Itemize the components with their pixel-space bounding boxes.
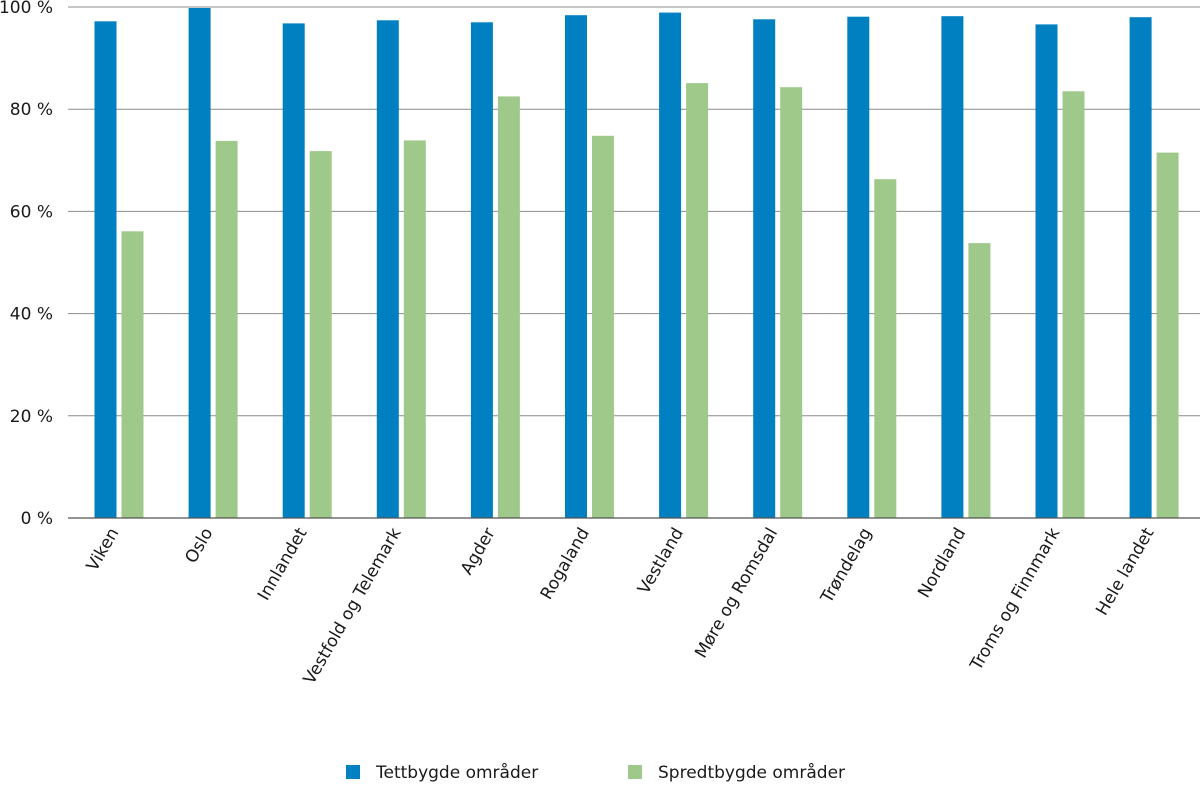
bar-tettbygde bbox=[188, 8, 211, 518]
gridlines bbox=[68, 6, 1200, 417]
bar-tettbygde bbox=[1129, 17, 1152, 518]
x-category-label: Trøndelag bbox=[817, 525, 876, 608]
bar-spredtbygde bbox=[309, 151, 332, 518]
x-category-label: Oslo bbox=[181, 525, 217, 567]
legend-label: Spredtbygde områder bbox=[658, 762, 845, 783]
x-category-label: Agder bbox=[457, 525, 500, 579]
bar-tettbygde bbox=[565, 15, 587, 518]
x-category-label: Vestfold og Telemark bbox=[300, 524, 406, 688]
x-category-label: Troms og Finnmark bbox=[966, 524, 1064, 674]
x-category-label: Vestland bbox=[634, 525, 688, 598]
bar-tettbygde bbox=[470, 22, 493, 519]
y-tick-label: 20 % bbox=[10, 407, 53, 427]
x-category-label: Nordland bbox=[914, 525, 970, 602]
bar-tettbygde bbox=[847, 16, 870, 518]
y-tick-label: 80 % bbox=[10, 100, 53, 120]
legend-swatch bbox=[628, 765, 642, 779]
y-tick-label: 60 % bbox=[10, 202, 53, 222]
x-category-label: Møre og Romsdal bbox=[691, 525, 782, 662]
legend-label: Tettbygde områder bbox=[375, 762, 538, 783]
bar-spredtbygde bbox=[780, 87, 803, 518]
bar-spredtbygde bbox=[215, 140, 238, 518]
bar-tettbygde bbox=[659, 12, 682, 518]
legend: Tettbygde områder Spredtbygde områder bbox=[346, 762, 845, 783]
bar-tettbygde bbox=[941, 16, 964, 518]
bar-tettbygde bbox=[94, 21, 117, 519]
bar-spredtbygde bbox=[121, 231, 144, 519]
bar-tettbygde bbox=[1035, 24, 1058, 519]
y-axis-ticks: 0 % 20 % 40 % 60 % 80 % 100 % bbox=[0, 0, 53, 529]
bars bbox=[94, 8, 1179, 519]
bar-spredtbygde bbox=[1062, 91, 1085, 519]
y-tick-label: 40 % bbox=[10, 305, 53, 325]
bar-spredtbygde bbox=[497, 96, 520, 519]
x-category-label: Innlandet bbox=[254, 524, 312, 604]
legend-swatch bbox=[346, 765, 360, 779]
bar-spredtbygde bbox=[874, 179, 897, 518]
bar-tettbygde bbox=[753, 19, 776, 519]
bar-spredtbygde bbox=[686, 83, 709, 518]
bar-tettbygde bbox=[282, 23, 305, 519]
y-tick-label: 0 % bbox=[21, 509, 53, 529]
x-category-label: Hele landet bbox=[1092, 524, 1158, 619]
x-category-label: Rogaland bbox=[537, 525, 594, 604]
bar-spredtbygde bbox=[592, 135, 614, 519]
bar-spredtbygde bbox=[968, 243, 991, 518]
x-category-label: Viken bbox=[83, 525, 124, 575]
y-tick-label: 100 % bbox=[0, 0, 53, 18]
bar-spredtbygde bbox=[1156, 152, 1179, 518]
bar-spredtbygde bbox=[403, 140, 426, 518]
bar-tettbygde bbox=[376, 20, 399, 519]
